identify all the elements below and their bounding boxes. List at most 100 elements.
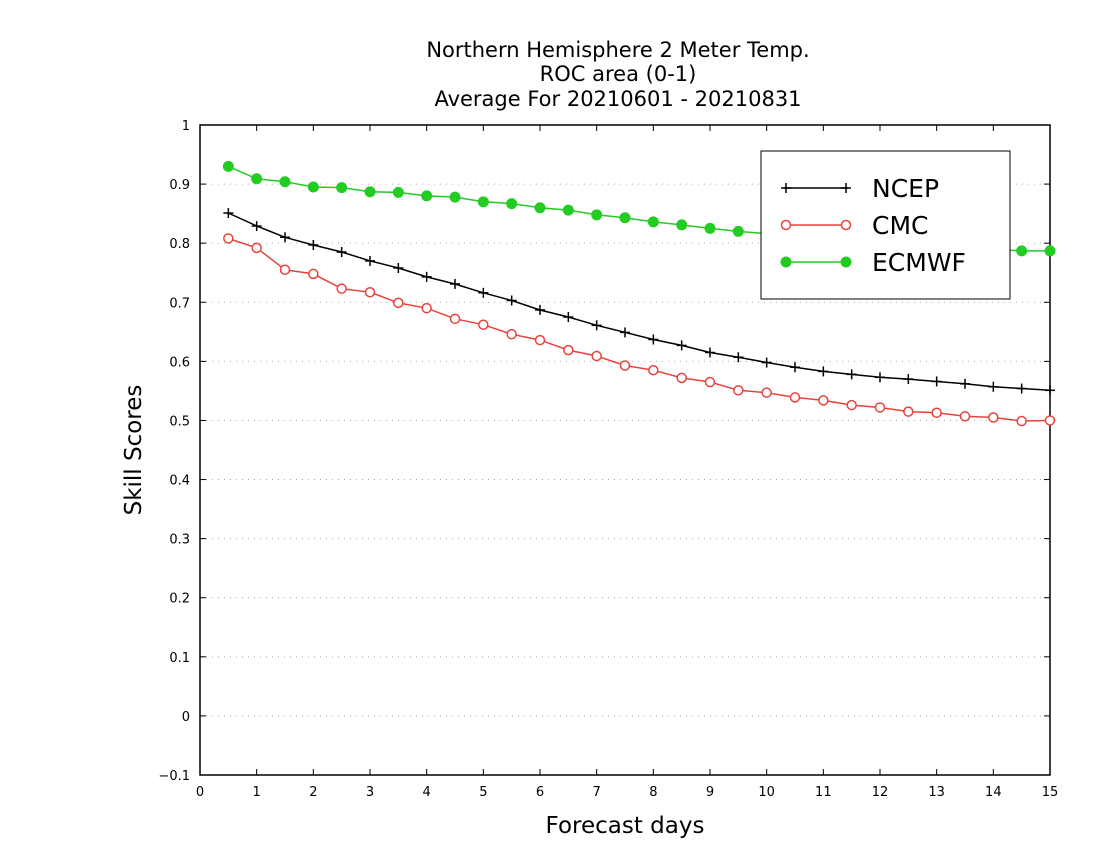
- cmc-point: [563, 344, 574, 356]
- ncep-point: [988, 381, 999, 392]
- chart-title-line-2: ROC area (0-1): [540, 62, 697, 86]
- ncep-point: [733, 352, 744, 363]
- x-tick-label: 14: [985, 785, 1002, 800]
- ncep-point: [591, 320, 602, 331]
- cmc-point: [1044, 415, 1056, 426]
- ncep-point: [846, 369, 857, 380]
- ncep-point: [761, 357, 772, 368]
- x-tick-label: 7: [593, 785, 601, 800]
- legend-marker-ncep: [781, 183, 791, 193]
- ncep-point: [1045, 385, 1055, 396]
- y-tick-label: 0.5: [169, 414, 190, 429]
- legend-item-ncep: NCEP: [781, 174, 939, 203]
- ncep-point: [535, 304, 545, 315]
- ncep-point: [818, 366, 829, 377]
- ecmwf-point: [506, 198, 518, 210]
- ncep-point: [960, 378, 970, 389]
- x-tick-label: 1: [253, 785, 261, 800]
- cmc-point: [478, 319, 489, 330]
- cmc-point: [393, 297, 404, 309]
- cmc-point: [988, 412, 999, 423]
- ncep-point: [336, 247, 347, 258]
- ncep-point: [676, 340, 687, 351]
- legend-label-ecmwf: ECMWF: [872, 248, 966, 277]
- y-tick-label: 0.7: [169, 296, 190, 311]
- legend-marker-cmc: [780, 219, 792, 231]
- legend-marker-cmc: [840, 219, 852, 231]
- cmc-point: [336, 283, 347, 294]
- cmc-point: [251, 242, 262, 254]
- ncep-point: [308, 239, 319, 250]
- cmc-point: [1016, 415, 1027, 427]
- cmc-point: [648, 364, 659, 376]
- chart-title-line-1: Northern Hemisphere 2 Meter Temp.: [426, 38, 809, 62]
- ecmwf-point: [279, 176, 291, 188]
- cmc-point: [534, 334, 546, 346]
- ecmwf-point: [591, 209, 603, 221]
- ncep-point: [563, 312, 574, 323]
- x-tick-label: 11: [815, 785, 832, 800]
- cmc-point: [591, 350, 602, 362]
- ncep-point: [506, 295, 517, 306]
- cmc-point: [308, 268, 319, 280]
- ncep-point: [790, 362, 800, 373]
- y-tick-label: 0: [182, 710, 190, 725]
- y-tick-label: 0.8: [169, 237, 190, 252]
- ecmwf-point: [732, 225, 744, 237]
- ecmwf-point: [477, 196, 489, 208]
- legend-item-ecmwf: ECMWF: [780, 248, 966, 277]
- cmc-point: [846, 399, 857, 411]
- legend-box: [760, 150, 1011, 300]
- ncep-point: [251, 221, 262, 232]
- x-tick-label: 13: [928, 785, 945, 800]
- cmc-point: [449, 313, 461, 325]
- x-tick-label: 0: [196, 785, 204, 800]
- ecmwf-point: [562, 204, 574, 216]
- ecmwf-point: [307, 181, 319, 193]
- cmc-point: [279, 264, 291, 276]
- cmc-point: [903, 406, 914, 417]
- ncep-point: [393, 263, 404, 273]
- ecmwf-point: [1016, 245, 1028, 257]
- cmc-point: [619, 360, 631, 371]
- ecmwf-point: [704, 222, 716, 234]
- ecmwf-point: [676, 219, 688, 231]
- y-tick-label: 1: [182, 119, 190, 134]
- ncep-point: [705, 347, 715, 358]
- ncep-point: [280, 232, 290, 243]
- chart-title: Northern Hemisphere 2 Meter Temp. ROC ar…: [426, 38, 809, 111]
- x-tick-label: 4: [423, 785, 431, 800]
- x-tick-label: 12: [872, 785, 889, 800]
- series-cmc: [223, 233, 1056, 427]
- y-axis-label: Skill Scores: [121, 385, 147, 516]
- x-tick-label: 5: [479, 785, 487, 800]
- ncep-point: [478, 287, 489, 298]
- y-tick-label: 0.2: [169, 592, 190, 607]
- ecmwf-point: [364, 186, 376, 198]
- cmc-point: [733, 385, 744, 396]
- ncep-point: [223, 208, 234, 219]
- x-tick-label: 3: [366, 785, 374, 800]
- ecmwf-point: [392, 186, 404, 198]
- x-tick-label: 9: [706, 785, 714, 800]
- ecmwf-point: [336, 182, 348, 194]
- x-tick-label: 10: [758, 785, 775, 800]
- cmc-point: [874, 402, 886, 413]
- y-tick-label: 0.6: [169, 355, 190, 370]
- ncep-point: [421, 271, 432, 282]
- axis-ticks: −0.100.10.20.30.40.50.60.70.80.910 1 2 3 4 5 6…: [158, 119, 1058, 800]
- legend-item-cmc: CMC: [780, 211, 928, 240]
- y-tick-label: 0.3: [169, 533, 190, 548]
- cmc-point: [223, 233, 234, 244]
- ecmwf-point: [619, 212, 631, 224]
- cmc-point: [676, 372, 687, 384]
- ecmwf-point: [647, 216, 659, 228]
- x-tick-label: 6: [536, 785, 544, 800]
- cmc-point: [364, 286, 376, 298]
- ncep-point: [1016, 383, 1027, 394]
- cmc-point: [931, 407, 942, 419]
- cmc-point: [959, 411, 971, 422]
- ecmwf-point: [251, 173, 263, 185]
- ncep-point: [365, 255, 375, 266]
